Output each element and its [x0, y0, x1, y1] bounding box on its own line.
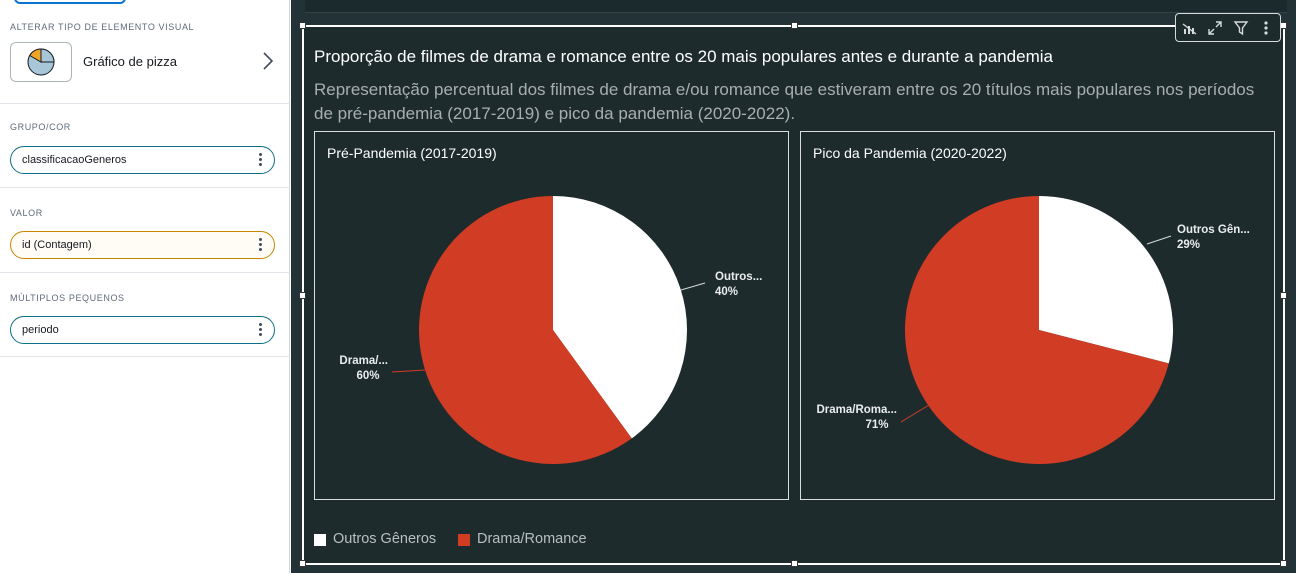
visual-title: Proporção de filmes de drama e romance e… [314, 47, 1053, 66]
resize-handle[interactable] [791, 22, 798, 29]
panel-title: Pico da Pandemia (2020-2022) [813, 145, 1007, 161]
legend-swatch [458, 534, 470, 546]
resize-handle[interactable] [1280, 292, 1287, 299]
field-wells-panel: ALTERAR TIPO DE ELEMENTO VISUAL Gráfico … [0, 0, 290, 573]
small-multiple-panel-pandemic-peak: Pico da Pandemia (2020-2022) Outros Gên.… [800, 131, 1275, 500]
value-field-name: id (Contagem) [22, 239, 92, 251]
small-multiples-section-label: MÚLTIPLOS PEQUENOS [10, 293, 125, 303]
value-field-pill[interactable]: id (Contagem) [10, 231, 275, 259]
pie-chart-svg: Outros... 40% Drama/... 60% [339, 196, 762, 464]
leader-line [1146, 235, 1172, 245]
pie-slice-outros[interactable] [1039, 196, 1173, 364]
resize-handle[interactable] [1280, 560, 1287, 567]
chevron-right-icon[interactable] [258, 48, 278, 74]
visual-type-section-label: ALTERAR TIPO DE ELEMENTO VISUAL [10, 22, 195, 32]
legend-label: Drama/Romance [477, 531, 587, 547]
visual-subtitle: Representação percentual dos filmes de d… [314, 80, 1255, 123]
small-multiples-field-pill[interactable]: periodo [10, 316, 275, 344]
pie-chart-svg: Outros Gên... 29% Drama/Roma... 71% [816, 196, 1250, 464]
pie-slice-drama[interactable] [904, 196, 1169, 464]
data-label-name: Outros... [715, 271, 762, 283]
expand-icon[interactable] [1207, 20, 1223, 36]
visual-toolbar [1175, 13, 1281, 42]
more-options-icon[interactable] [1258, 20, 1274, 36]
data-label-value: 29% [1177, 239, 1200, 251]
divider [0, 356, 290, 357]
visual-type-name: Gráfico de pizza [83, 54, 177, 69]
leader-line [680, 282, 706, 291]
resize-handle[interactable] [299, 22, 306, 29]
chart-insights-icon[interactable] [1182, 20, 1198, 36]
group-color-section-label: GRUPO/COR [10, 122, 71, 132]
resize-handle[interactable] [299, 292, 306, 299]
data-label-name: Drama/Roma... [816, 404, 897, 416]
data-label-value: 71% [865, 419, 888, 431]
small-multiples-field-name: periodo [22, 324, 59, 336]
group-color-field-name: classificacaoGeneros [22, 154, 127, 166]
divider [0, 272, 290, 273]
panel-title: Pré-Pandemia (2017-2019) [327, 145, 497, 161]
change-visual-type-control[interactable]: Gráfico de pizza [10, 42, 278, 82]
data-label-value: 40% [715, 286, 738, 298]
previous-visual-edge [305, 0, 1287, 13]
small-multiple-panel-pre-pandemic: Pré-Pandemia (2017-2019) Outros... 40% Dra… [314, 131, 789, 500]
filter-icon[interactable] [1233, 20, 1249, 36]
field-menu-icon[interactable] [258, 153, 262, 169]
divider [0, 103, 290, 104]
legend-label: Outros Gêneros [333, 531, 437, 547]
field-menu-icon[interactable] [258, 238, 262, 254]
data-label-value: 60% [356, 370, 379, 382]
data-label-name: Outros Gên... [1177, 224, 1250, 236]
divider [0, 187, 290, 188]
leader-line [391, 369, 426, 373]
resize-handle[interactable] [791, 560, 798, 567]
pie-chart-icon [27, 48, 55, 76]
leader-line [900, 401, 935, 423]
pie-chart-thumbnail[interactable] [10, 42, 72, 82]
data-label-name: Drama/... [339, 355, 388, 367]
pie-slice-outros[interactable] [553, 196, 687, 439]
resize-handle[interactable] [1280, 22, 1287, 29]
legend-swatch [314, 534, 326, 546]
panel-tab-indicator[interactable] [14, 0, 126, 4]
pie-chart-visual[interactable]: Proporção de filmes de drama e romance e… [299, 13, 1287, 567]
field-menu-icon[interactable] [258, 323, 262, 339]
value-section-label: VALOR [10, 208, 43, 218]
pie-slice-drama[interactable] [418, 196, 632, 464]
resize-handle[interactable] [299, 560, 306, 567]
group-color-field-pill[interactable]: classificacaoGeneros [10, 146, 275, 174]
